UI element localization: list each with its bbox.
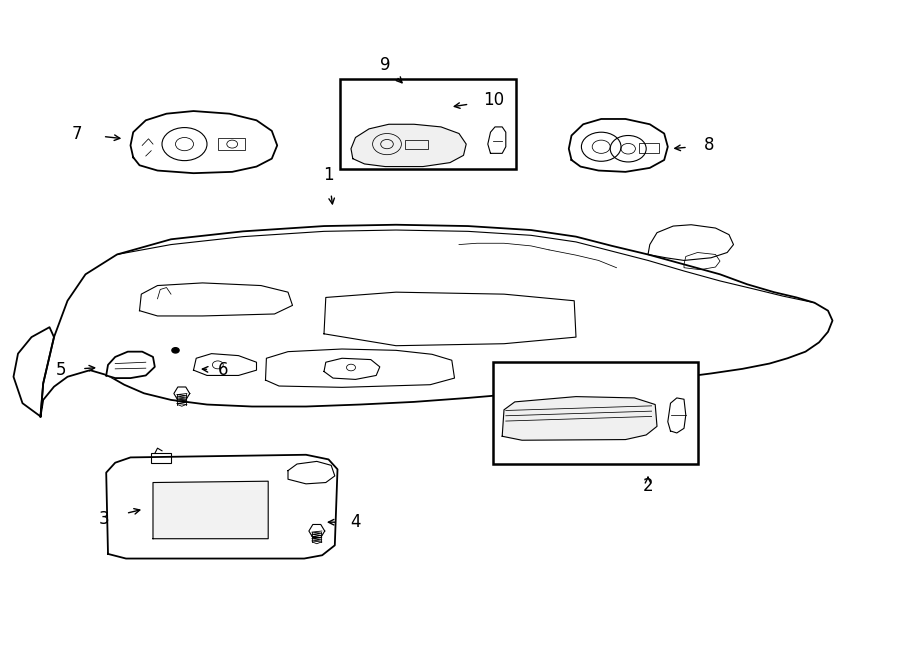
Polygon shape — [569, 119, 668, 172]
Circle shape — [172, 348, 179, 353]
Bar — [218, 138, 245, 150]
Bar — [151, 453, 171, 463]
Polygon shape — [351, 124, 466, 167]
Polygon shape — [488, 127, 506, 153]
Bar — [340, 79, 516, 169]
Text: 10: 10 — [482, 91, 504, 110]
Text: 3: 3 — [98, 510, 109, 528]
Text: 8: 8 — [704, 136, 715, 155]
Text: 6: 6 — [218, 361, 229, 379]
Text: 2: 2 — [643, 477, 653, 495]
Text: 9: 9 — [380, 56, 391, 74]
Bar — [639, 143, 659, 153]
Text: 5: 5 — [56, 361, 67, 379]
Polygon shape — [153, 481, 268, 539]
Bar — [493, 362, 698, 464]
Text: 7: 7 — [71, 124, 82, 143]
Text: 1: 1 — [323, 166, 334, 184]
Bar — [405, 140, 428, 149]
Polygon shape — [309, 524, 325, 537]
Text: 4: 4 — [350, 513, 361, 531]
Polygon shape — [174, 387, 190, 400]
Polygon shape — [106, 455, 338, 559]
Polygon shape — [106, 352, 155, 378]
Polygon shape — [668, 398, 686, 433]
Polygon shape — [502, 397, 657, 440]
Polygon shape — [130, 111, 277, 173]
